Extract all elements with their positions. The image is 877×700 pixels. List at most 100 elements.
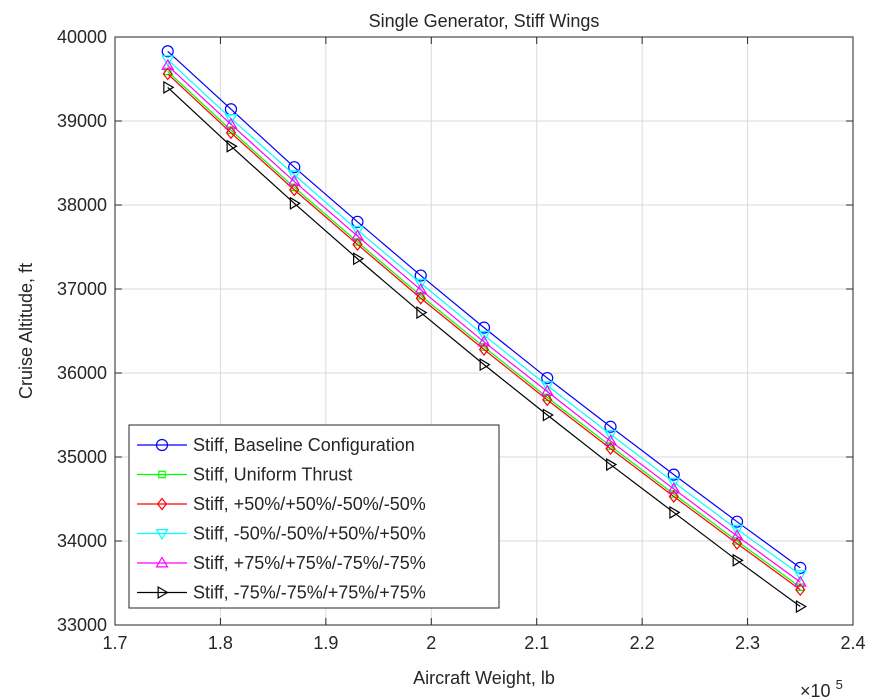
data-point bbox=[416, 305, 428, 320]
legend-entry: Stiff, Uniform Thrust bbox=[137, 465, 352, 485]
data-point bbox=[288, 161, 301, 174]
x-tick-label: 1.8 bbox=[208, 633, 233, 653]
data-point bbox=[225, 126, 237, 140]
x-tick-label: 2.1 bbox=[524, 633, 549, 653]
data-point bbox=[478, 343, 490, 356]
data-point bbox=[668, 490, 679, 503]
legend-label: Stiff, +75%/+75%/-75%/-75% bbox=[193, 553, 426, 573]
data-point bbox=[603, 429, 618, 442]
data-point bbox=[477, 321, 491, 334]
data-point bbox=[793, 570, 807, 582]
data-point bbox=[542, 393, 553, 407]
legend-label: Stiff, +50%/+50%/-50%/-50% bbox=[193, 494, 426, 514]
legend-label: Stiff, Baseline Configuration bbox=[193, 435, 415, 455]
data-point bbox=[414, 269, 427, 282]
data-point bbox=[477, 330, 491, 342]
data-point bbox=[795, 583, 806, 597]
chart-title: Single Generator, Stiff Wings bbox=[369, 11, 600, 31]
data-point bbox=[730, 524, 744, 536]
series-line bbox=[167, 65, 801, 583]
data-point bbox=[415, 291, 426, 305]
legend-swatch-marker bbox=[155, 556, 169, 568]
data-point bbox=[540, 381, 554, 393]
legend-swatch-marker bbox=[157, 585, 169, 600]
data-point bbox=[795, 599, 807, 614]
series-6 bbox=[163, 80, 807, 614]
data-point bbox=[794, 561, 807, 574]
data-point bbox=[730, 515, 744, 528]
series-line bbox=[167, 50, 801, 569]
x-tick-label: 2.3 bbox=[735, 633, 760, 653]
x-axis-label: Aircraft Weight, lb bbox=[413, 668, 555, 688]
data-point bbox=[793, 575, 807, 587]
data-point bbox=[162, 67, 173, 81]
x-tick-label: 2.4 bbox=[840, 633, 865, 653]
data-point bbox=[606, 458, 618, 472]
data-point bbox=[352, 238, 363, 251]
data-point bbox=[351, 215, 364, 228]
data-point bbox=[731, 537, 743, 550]
data-point bbox=[226, 139, 238, 153]
legend-label: Stiff, -75%/-75%/+75%/+75% bbox=[193, 583, 426, 603]
data-point bbox=[289, 196, 301, 210]
y-tick-label: 37000 bbox=[57, 279, 107, 299]
data-point bbox=[669, 505, 681, 519]
legend-entry: Stiff, -75%/-75%/+75%/+75% bbox=[137, 583, 426, 603]
x-axis-multiplier: ×10 5 bbox=[800, 677, 843, 700]
data-point bbox=[350, 225, 365, 237]
series-line bbox=[167, 86, 801, 608]
legend-box bbox=[128, 424, 500, 609]
data-point bbox=[414, 278, 428, 290]
y-tick-label: 40000 bbox=[57, 27, 107, 47]
y-tick-label: 35000 bbox=[57, 447, 107, 467]
y-tick-label: 38000 bbox=[57, 195, 107, 215]
legend-entry: Stiff, +50%/+50%/-50%/-50% bbox=[137, 494, 426, 514]
series-1 bbox=[161, 45, 807, 574]
x-tick-label: 1.7 bbox=[102, 633, 127, 653]
data-point bbox=[224, 114, 238, 126]
legend-swatch-marker bbox=[155, 438, 169, 452]
series-4 bbox=[161, 55, 807, 582]
data-point bbox=[667, 468, 680, 481]
y-tick-label: 36000 bbox=[57, 363, 107, 383]
data-point bbox=[161, 58, 175, 71]
data-point bbox=[667, 482, 681, 494]
y-axis-label: Cruise Altitude, ft bbox=[16, 263, 36, 399]
data-point bbox=[350, 229, 365, 241]
legend-entry: Stiff, -50%/-50%/+50%/+50% bbox=[137, 524, 426, 544]
data-point bbox=[730, 529, 744, 541]
data-point bbox=[414, 283, 428, 295]
data-point bbox=[163, 80, 175, 94]
data-point bbox=[287, 170, 301, 182]
data-point bbox=[541, 371, 554, 385]
legend-swatch-marker bbox=[158, 470, 166, 479]
data-point bbox=[603, 434, 618, 446]
x-tick-label: 2.2 bbox=[630, 633, 655, 653]
data-point bbox=[667, 477, 681, 489]
data-point bbox=[224, 117, 238, 129]
legend-label: Stiff, Uniform Thrust bbox=[193, 465, 352, 485]
data-point bbox=[604, 420, 617, 433]
data-point bbox=[289, 183, 300, 197]
x-axis-multiplier-exponent: 5 bbox=[836, 677, 843, 692]
axes-box bbox=[114, 36, 854, 626]
legend-swatch-marker bbox=[155, 529, 169, 541]
y-tick-label: 33000 bbox=[57, 615, 107, 635]
x-tick-label: 2 bbox=[426, 633, 436, 653]
data-point bbox=[540, 384, 554, 396]
series-line bbox=[167, 59, 801, 576]
series-layer bbox=[161, 45, 807, 614]
data-point bbox=[353, 252, 365, 266]
data-point bbox=[287, 174, 301, 186]
legend: Stiff, Baseline Configuration Stiff, Unif… bbox=[128, 424, 500, 609]
data-point bbox=[605, 442, 616, 456]
series-line bbox=[167, 73, 801, 591]
data-point bbox=[477, 335, 491, 347]
data-point bbox=[479, 358, 491, 372]
legend-swatch-marker bbox=[156, 497, 168, 511]
y-tick-label: 34000 bbox=[57, 531, 107, 551]
data-point bbox=[161, 55, 175, 67]
series-5 bbox=[161, 58, 807, 587]
series-3 bbox=[162, 67, 806, 597]
